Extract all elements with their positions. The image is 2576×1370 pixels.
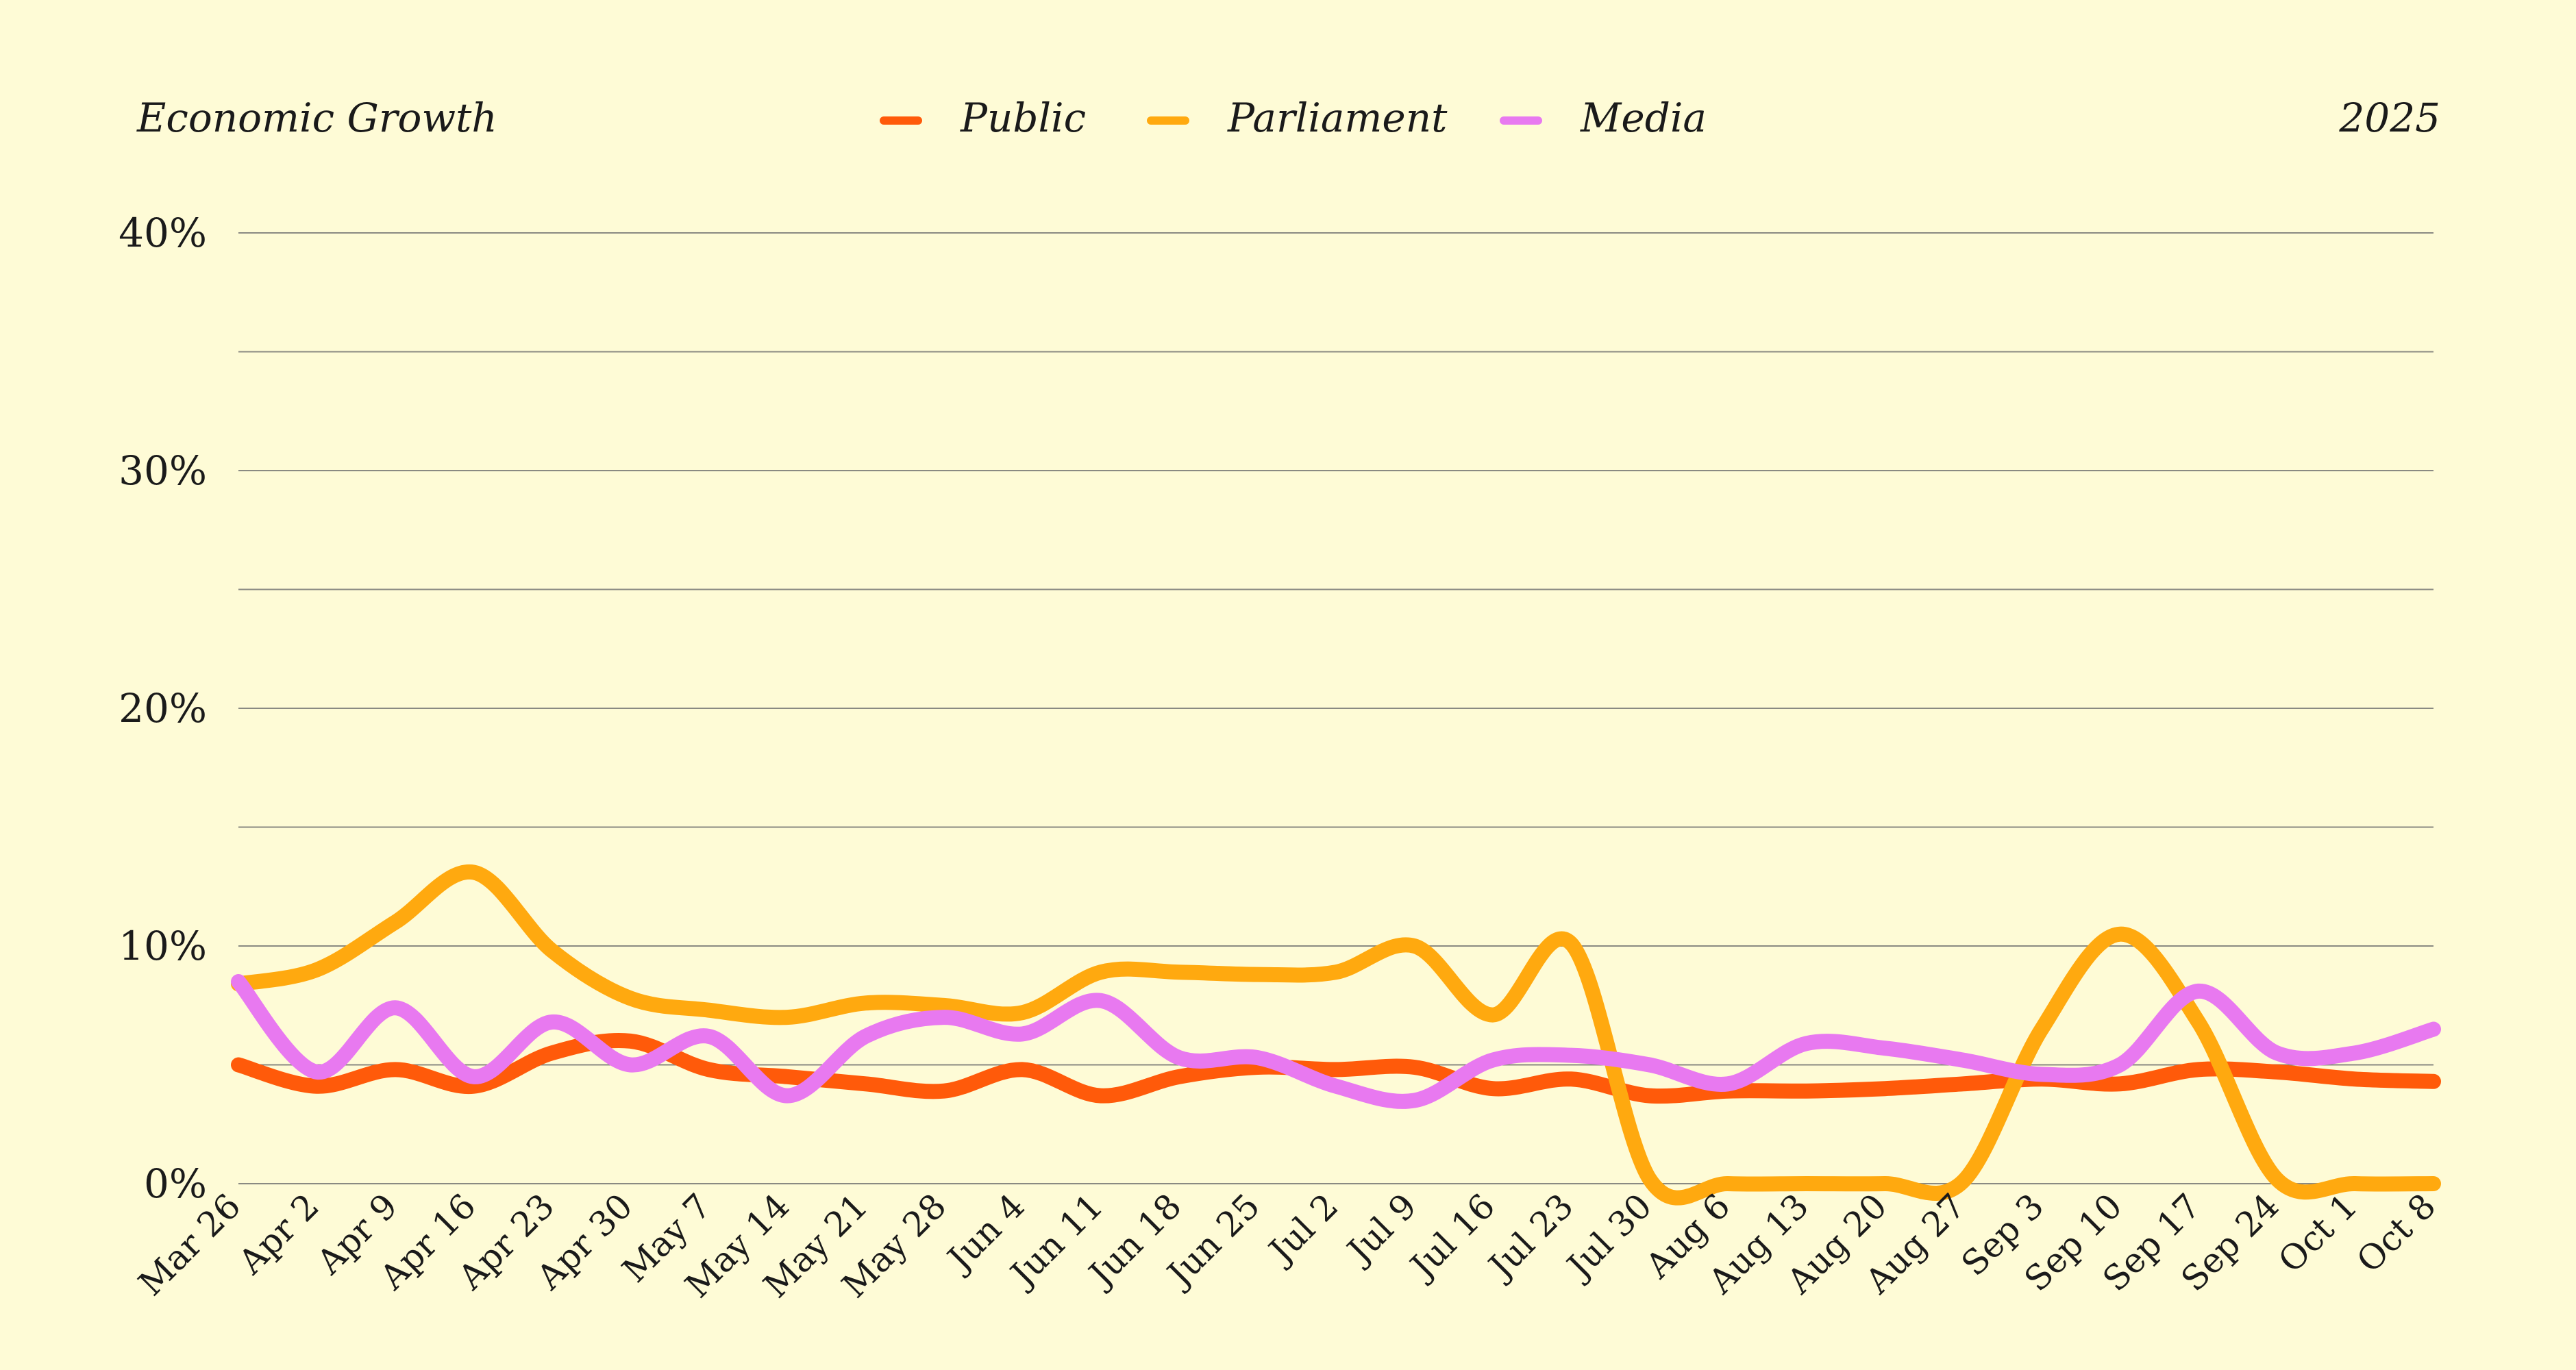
y-tick-label: 30% — [119, 447, 207, 494]
y-tick-label: 20% — [119, 685, 207, 732]
x-tick-label: Jul 30 — [1557, 1186, 1659, 1288]
chart-title: Economic Growth — [136, 95, 497, 141]
legend: Public Parliament Media — [880, 95, 1707, 141]
x-tick-label: Oct 1 — [2270, 1186, 2365, 1280]
series-lines — [231, 864, 2441, 1206]
y-tick-label: 40% — [119, 210, 207, 256]
x-tick-label: Apr 2 — [230, 1186, 327, 1282]
y-tick-label: 0% — [144, 1160, 207, 1207]
legend-label-parliament: Parliament — [1227, 95, 1448, 141]
legend-label-public: Public — [960, 95, 1086, 141]
x-tick-label: Jul 23 — [1479, 1186, 1581, 1288]
series-line-parliament — [231, 864, 2441, 1206]
legend-label-media: Media — [1580, 95, 1707, 141]
series-line-media — [231, 974, 2441, 1109]
y-axis-ticks: 0% 10% 20% 30% 40% — [119, 210, 207, 1207]
x-tick-label: Oct 8 — [2349, 1186, 2444, 1280]
x-tick-label: Jul 16 — [1400, 1186, 1502, 1288]
y-tick-label: 10% — [119, 923, 207, 969]
year-label: 2025 — [2338, 95, 2440, 141]
x-tick-label: Jul 2 — [1259, 1186, 1346, 1273]
